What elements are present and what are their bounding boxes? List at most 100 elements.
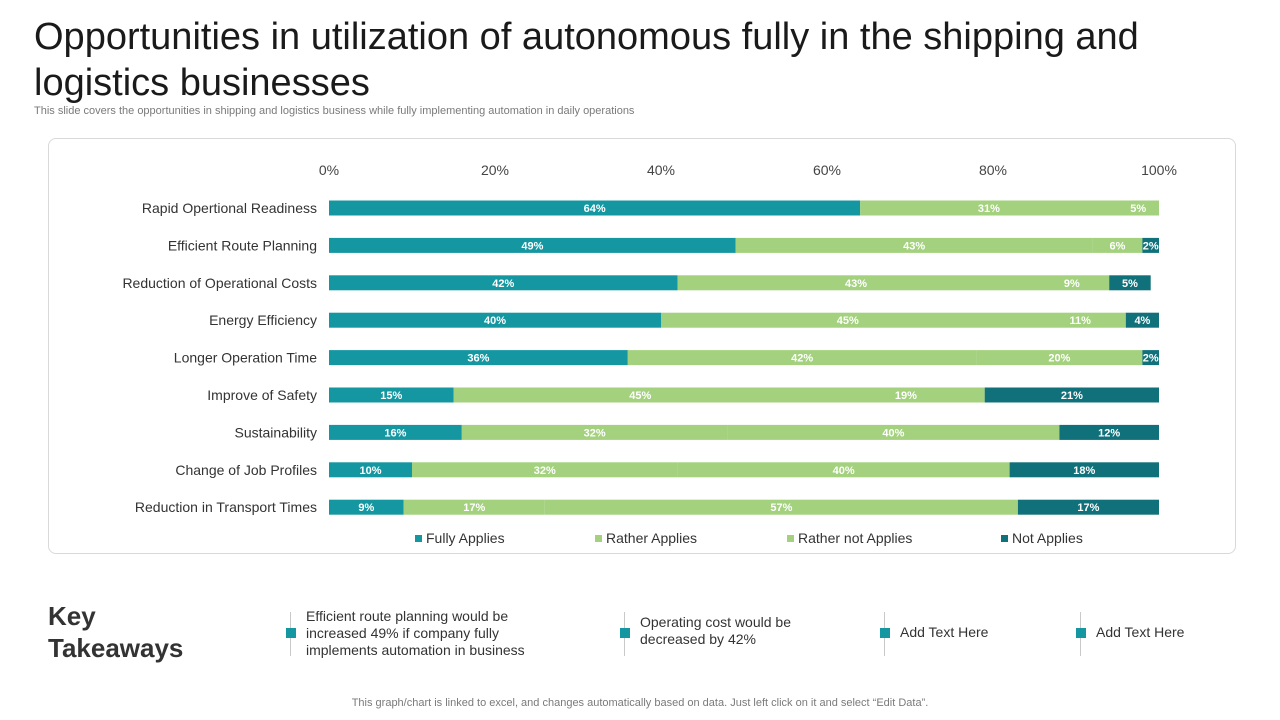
bar-segment bbox=[661, 312, 1035, 328]
legend-label: Rather not Applies bbox=[798, 530, 912, 546]
data-label: 49% bbox=[521, 240, 543, 252]
bar-segment bbox=[453, 387, 827, 403]
bar-segment bbox=[1092, 237, 1143, 253]
data-label: 15% bbox=[380, 390, 402, 402]
data-label: 4% bbox=[1134, 315, 1150, 327]
data-label: 11% bbox=[1069, 315, 1091, 327]
bar-segment bbox=[329, 499, 404, 515]
data-label: 45% bbox=[629, 390, 651, 402]
bar-segment bbox=[1142, 237, 1159, 253]
bar-segment bbox=[976, 350, 1143, 366]
data-label: 9% bbox=[1064, 278, 1080, 290]
bar-segment bbox=[1034, 275, 1110, 291]
data-label: 10% bbox=[359, 465, 381, 477]
takeaway-4: Add Text Here bbox=[1076, 608, 1236, 656]
category-label: Change of Job Profiles bbox=[175, 462, 317, 478]
data-label: 5% bbox=[1130, 203, 1146, 215]
bar-segment bbox=[412, 462, 678, 478]
bar-segment bbox=[329, 312, 661, 328]
data-label: 43% bbox=[903, 240, 925, 252]
bar-segment bbox=[727, 424, 1060, 440]
data-label: 40% bbox=[882, 427, 904, 439]
takeaway-1: Efficient route planning would be increa… bbox=[286, 608, 556, 659]
data-label: 31% bbox=[978, 203, 1000, 215]
bar-segment bbox=[627, 350, 977, 366]
takeaway-text: Add Text Here bbox=[900, 624, 989, 640]
bar-segment bbox=[329, 237, 736, 253]
legend-label: Fully Applies bbox=[426, 530, 505, 546]
data-label: 42% bbox=[791, 353, 813, 365]
x-tick-label: 100% bbox=[1141, 162, 1177, 178]
data-label: 17% bbox=[463, 502, 485, 514]
bar-segment bbox=[1034, 312, 1126, 328]
bar-segment bbox=[1017, 499, 1159, 515]
bar-segment bbox=[1109, 275, 1151, 291]
stacked-bar-chart: 0% 20% 40% 60% 80% 100% Rapid Opertional Readi… bbox=[122, 162, 1177, 546]
takeaway-text: Operating cost would be decreased by 42% bbox=[640, 614, 791, 647]
data-label: 19% bbox=[895, 390, 917, 402]
data-label: 2% bbox=[1143, 240, 1159, 252]
data-label: 45% bbox=[837, 315, 859, 327]
data-label: 17% bbox=[1077, 502, 1099, 514]
bar-segment bbox=[735, 237, 1093, 253]
data-label: 16% bbox=[384, 427, 406, 439]
bar-segment bbox=[1125, 312, 1159, 328]
data-label: 57% bbox=[770, 502, 792, 514]
legend-swatch bbox=[1001, 535, 1008, 542]
bar-segment bbox=[677, 275, 1035, 291]
data-label: 40% bbox=[484, 315, 506, 327]
takeaway-text: Efficient route planning would be increa… bbox=[306, 608, 525, 658]
takeaway-bullet-icon bbox=[880, 628, 890, 638]
bar-segment bbox=[677, 462, 1010, 478]
bar-segment bbox=[329, 350, 628, 366]
category-label: Efficient Route Planning bbox=[168, 237, 317, 253]
x-tick-label: 80% bbox=[979, 162, 1007, 178]
data-label: 2% bbox=[1143, 353, 1159, 365]
bar-segment bbox=[1059, 424, 1159, 440]
bar-segment bbox=[827, 387, 985, 403]
category-label: Longer Operation Time bbox=[174, 350, 317, 366]
takeaway-2: Operating cost would be decreased by 42% bbox=[620, 608, 830, 656]
legend-swatch bbox=[595, 535, 602, 542]
bar-segment bbox=[1142, 350, 1159, 366]
takeaway-bullet-icon bbox=[286, 628, 296, 638]
data-label: 9% bbox=[358, 502, 374, 514]
bar-segment bbox=[403, 499, 545, 515]
legend-label: Not Applies bbox=[1012, 530, 1083, 546]
bar-segment bbox=[329, 424, 462, 440]
bar-segment bbox=[461, 424, 728, 440]
data-label: 32% bbox=[534, 465, 556, 477]
data-label: 64% bbox=[584, 203, 606, 215]
data-label: 6% bbox=[1110, 240, 1126, 252]
x-tick-label: 40% bbox=[647, 162, 675, 178]
data-label: 42% bbox=[492, 278, 514, 290]
data-label: 32% bbox=[584, 427, 606, 439]
category-label: Sustainability bbox=[235, 424, 318, 440]
bar-segment bbox=[329, 275, 678, 291]
legend-swatch bbox=[787, 535, 794, 542]
takeaway-3: Add Text Here bbox=[880, 608, 1040, 656]
category-label: Improve of Safety bbox=[207, 387, 317, 403]
category-label: Rapid Opertional Readiness bbox=[142, 200, 317, 216]
legend-label: Rather Applies bbox=[606, 530, 697, 546]
chart-container[interactable]: 0% 20% 40% 60% 80% 100% Rapid Opertional Readi… bbox=[48, 138, 1236, 554]
bar-segment bbox=[1009, 462, 1159, 478]
page-title: Opportunities in utilization of autonomo… bbox=[34, 16, 1139, 104]
bar-segment bbox=[544, 499, 1018, 515]
data-label: 21% bbox=[1061, 390, 1083, 402]
data-label: 5% bbox=[1122, 278, 1138, 290]
takeaway-bullet-icon bbox=[620, 628, 630, 638]
bar-segment bbox=[860, 200, 1118, 216]
data-label: 43% bbox=[845, 278, 867, 290]
x-tick-label: 20% bbox=[481, 162, 509, 178]
footer-note: This graph/chart is linked to excel, and… bbox=[351, 697, 929, 709]
data-label: 40% bbox=[833, 465, 855, 477]
bar-segment bbox=[329, 387, 454, 403]
data-label: 18% bbox=[1073, 465, 1095, 477]
data-label: 36% bbox=[467, 353, 489, 365]
bar-segment bbox=[984, 387, 1159, 403]
data-label: 12% bbox=[1098, 427, 1120, 439]
x-tick-label: 0% bbox=[319, 162, 339, 178]
bar-segment bbox=[329, 200, 861, 216]
key-takeaways-heading: Key Takeaways bbox=[48, 601, 184, 663]
